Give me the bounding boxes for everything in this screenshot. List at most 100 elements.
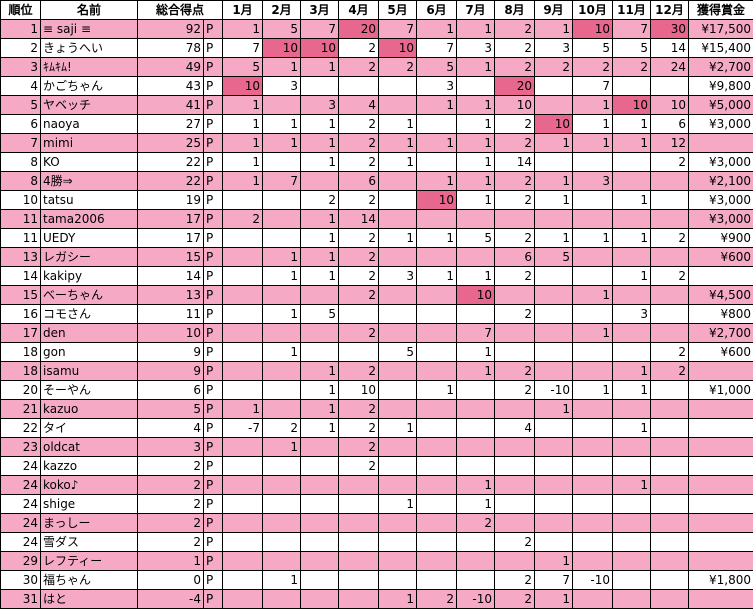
month-cell: 1 [416,228,458,248]
unit-cell: P [202,57,224,77]
month-cell: 2 [494,114,536,134]
month-cell: 1 [612,266,652,286]
score-cell: 9 [137,361,204,381]
rank-cell: 18 [0,361,41,381]
prize-cell: ¥600 [688,342,753,362]
month-cell: 1 [378,228,418,248]
unit-cell: P [202,304,224,324]
month-cell: 5 [456,228,496,248]
month-cell: 1 [612,114,652,134]
month-cell: 1 [222,114,264,134]
prize-cell: ¥17,500 [688,19,753,39]
month-cell [650,494,690,514]
month-cell: 7 [534,570,574,590]
table-row: 24 まっしー 2 P 2 [0,513,753,533]
month-cell: -10 [534,380,574,400]
month-cell [338,494,380,514]
table-row: 10 tatsu 19 P 2 2 10 1 2 1 1 ¥3,000 [0,190,753,210]
table-row: 31 はと -4 P 1 2 -10 2 1 [0,589,753,609]
month-cell: 1 [612,190,652,210]
month-cell [222,304,264,324]
month-cell: 1 [222,399,264,419]
month-cell [222,551,264,571]
rank-cell: 29 [0,551,41,571]
prize-cell: ¥2,100 [688,171,753,191]
score-cell: 2 [137,513,204,533]
month-cell [612,513,652,533]
month-cell: 1 [300,152,340,172]
month-cell [338,304,380,324]
month-cell: 2 [416,589,458,609]
unit-cell: P [202,209,224,229]
month-cell [572,551,614,571]
name-cell: レフティー [40,551,138,571]
month-cell: 1 [300,114,340,134]
month-cell: 1 [534,399,574,419]
month-cell [650,551,690,571]
month-cell [222,266,264,286]
table-row: 5 ヤベッチ 41 P 1 3 4 1 1 10 1 10 10 ¥5,000 [0,95,753,115]
table-row: 23 oldcat 3 P 1 2 [0,437,753,457]
month-cell [416,437,458,457]
table-row: 24 kazzo 2 P 2 [0,456,753,476]
month-cell [338,475,380,495]
month-cell [416,399,458,419]
prize-cell: ¥800 [688,304,753,324]
month-cell: 1 [456,95,496,115]
score-cell: 92 [137,19,204,39]
month-cell [572,494,614,514]
month-cell [338,76,380,96]
rank-cell: 23 [0,437,41,457]
month-cell [262,209,302,229]
month-cell: 1 [612,361,652,381]
month-cell [378,304,418,324]
name-cell: 雪ダス [40,532,138,552]
rank-cell: 20 [0,380,41,400]
month-cell: 1 [572,380,614,400]
month-cell: 2 [612,57,652,77]
month-cell: 1 [378,494,418,514]
month-cell: 1 [572,323,614,343]
month-cell: 1 [262,570,302,590]
unit-cell: P [202,323,224,343]
month-cell [494,475,536,495]
month-cell [456,551,496,571]
month-cell: 10 [338,380,380,400]
month-cell: 2 [338,456,380,476]
month-cell: 1 [222,95,264,115]
month-cell: 7 [456,323,496,343]
header-cell: 11月 [612,0,652,20]
month-cell: 1 [612,380,652,400]
month-cell [378,285,418,305]
table-body: 1 ≡ saji ≡ 92 P 1 5 7 20 7 1 1 2 1 10 7 30 ¥17,500 2 きょうへい… [0,19,753,609]
unit-cell: P [202,361,224,381]
month-cell [612,589,652,609]
month-cell [572,152,614,172]
month-cell [650,190,690,210]
month-cell [534,285,574,305]
month-cell [300,589,340,609]
prize-cell [688,532,753,552]
month-cell: 2 [494,57,536,77]
month-cell [222,532,264,552]
month-cell: 1 [456,171,496,191]
month-cell: 3 [572,171,614,191]
name-cell: naoya [40,114,138,134]
month-cell: 1 [300,133,340,153]
header-cell: 2月 [262,0,302,20]
month-cell: 1 [262,114,302,134]
month-cell [650,304,690,324]
month-cell: 1 [300,209,340,229]
month-cell [416,513,458,533]
month-cell [378,76,418,96]
month-cell [572,190,614,210]
prize-cell [688,551,753,571]
month-cell: 7 [222,38,264,58]
table-row: 11 UEDY 17 P 1 2 1 1 5 2 1 1 1 2 ¥900 [0,228,753,248]
name-cell: UEDY [40,228,138,248]
rank-cell: 24 [0,513,41,533]
month-cell [416,494,458,514]
header-cell: 獲得賞金 [688,0,753,20]
month-cell: 10 [416,190,458,210]
month-cell [222,361,264,381]
